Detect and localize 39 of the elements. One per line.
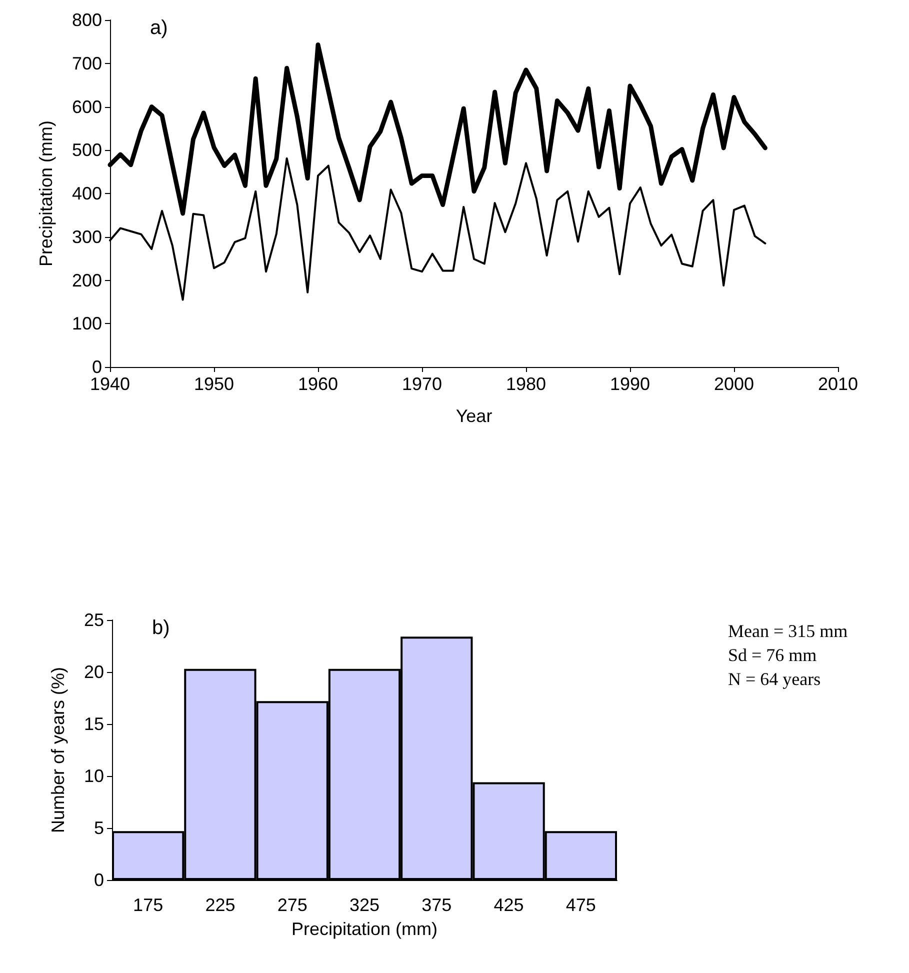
- x-tick-label: 475: [566, 895, 596, 915]
- y-axis-title: Precipitation (mm): [36, 120, 56, 267]
- y-tick-label: 600: [72, 96, 102, 117]
- y-tick-label: 0: [94, 870, 104, 890]
- x-axis-title: Year: [456, 406, 492, 426]
- x-tick-label: 375: [422, 895, 452, 915]
- y-tick-label: 0: [92, 357, 102, 377]
- x-tick-label: 425: [494, 895, 524, 915]
- y-tick-label: 25: [84, 610, 104, 630]
- x-tick-label: 225: [205, 895, 236, 915]
- y-tick-label: 5: [94, 818, 104, 838]
- text: N = 64 years: [728, 669, 821, 689]
- y-tick-label: 800: [72, 10, 102, 30]
- y-tick-label: 700: [72, 53, 102, 74]
- x-tick-label: 1970: [402, 374, 442, 394]
- x-tick-label: 2010: [818, 374, 858, 394]
- x-tick-label: 2000: [714, 374, 754, 394]
- x-tick-label: 175: [133, 895, 164, 915]
- x-tick-label: 1960: [298, 374, 338, 394]
- x-tick-label: 1940: [90, 374, 130, 394]
- x-tick-label: 1990: [610, 374, 650, 394]
- x-tick-label: 275: [277, 895, 308, 915]
- y-tick-label: 100: [72, 314, 102, 334]
- y-axis-title: Number of years (%): [48, 666, 68, 834]
- x-axis-title: Precipitation (mm): [291, 919, 438, 939]
- x-tick-label: 1980: [506, 374, 546, 394]
- x-tick-label: 325: [349, 895, 380, 915]
- y-tick-label: 15: [84, 714, 104, 734]
- x-tick-label: 1950: [194, 374, 234, 394]
- y-tick-label: 10: [84, 766, 104, 786]
- y-tick-label: 500: [72, 140, 102, 160]
- y-tick-label: 200: [72, 270, 102, 290]
- y-tick-label: 300: [72, 226, 102, 247]
- text: Mean = 315 mm: [728, 621, 848, 641]
- text: Sd = 76 mm: [728, 645, 817, 665]
- annotation: b): [152, 617, 170, 639]
- y-tick-label: 400: [72, 184, 102, 204]
- annotation: a): [150, 17, 168, 39]
- y-tick-label: 20: [84, 662, 104, 682]
